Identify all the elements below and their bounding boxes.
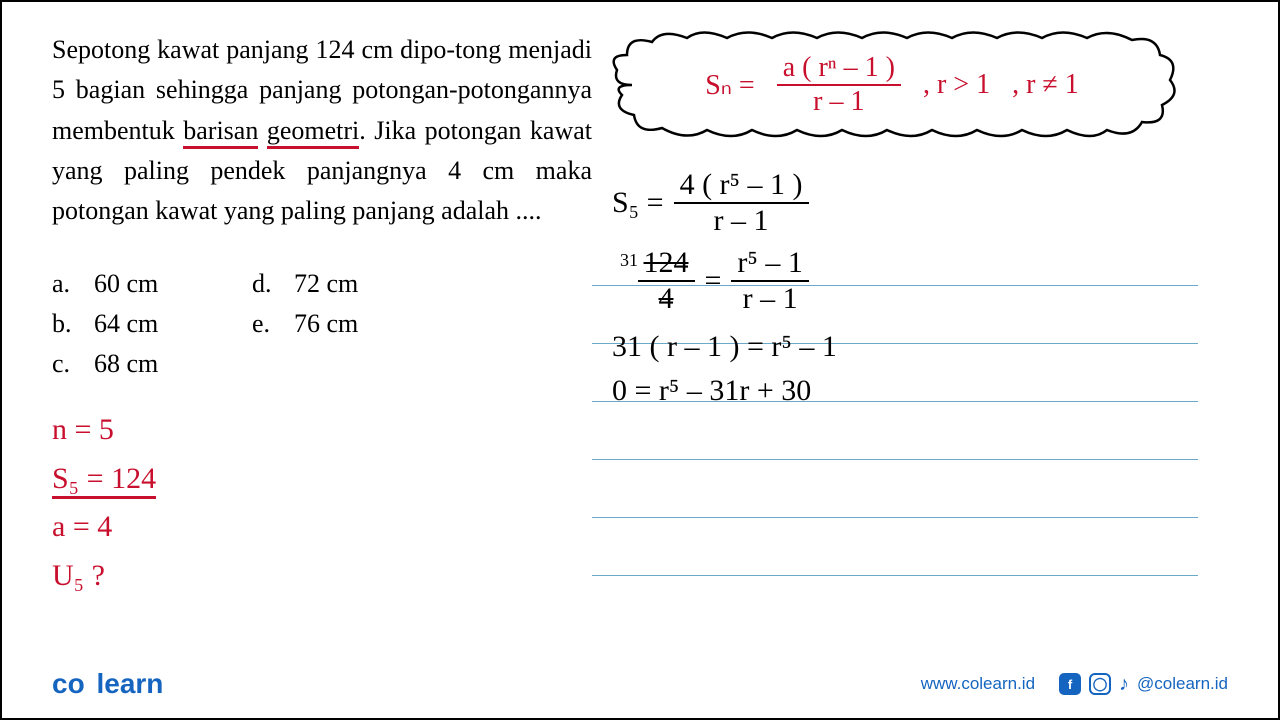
given-notes: n = 5 S₅ = 124 a = 4 U₅ ?	[52, 407, 592, 599]
note-s5: S₅ = 124	[52, 456, 592, 503]
work-line-2: 31 124 4 = r⁵ – 1 r – 1	[612, 248, 1198, 314]
work-steps: S₅ = 4 ( r⁵ – 1 ) r – 1 31 124 4 = r⁵ – …	[612, 170, 1198, 418]
work-line-4: 0 = r⁵ – 31r + 30	[612, 374, 1198, 408]
facebook-icon: f	[1059, 673, 1081, 695]
sn-fraction: a ( rⁿ – 1 ) r – 1	[777, 54, 901, 116]
problem-underline-geometri: geometri	[267, 116, 359, 149]
cond-2: , r ≠ 1	[1012, 69, 1079, 101]
tiktok-icon: ♪	[1119, 673, 1129, 696]
brand-logo: co learn	[52, 668, 163, 700]
footer-handle: @colearn.id	[1137, 674, 1228, 694]
work-line-1: S₅ = 4 ( r⁵ – 1 ) r – 1	[612, 170, 1198, 236]
social-icons: f ◯ ♪ @colearn.id	[1059, 673, 1228, 696]
work-line-3: 31 ( r – 1 ) = r⁵ – 1	[612, 330, 1198, 364]
problem-part-2	[258, 116, 267, 145]
formula-content: Sₙ = a ( rⁿ – 1 ) r – 1 , r > 1 , r ≠ 1	[602, 30, 1182, 140]
formula-cloud: Sₙ = a ( rⁿ – 1 ) r – 1 , r > 1 , r ≠ 1	[602, 30, 1182, 140]
option-b: b.64 cm	[52, 309, 252, 339]
option-a: a.60 cm	[52, 269, 252, 299]
footer-right: www.colearn.id f ◯ ♪ @colearn.id	[921, 673, 1228, 696]
option-c: c.68 cm	[52, 349, 252, 379]
logo-separator	[87, 668, 95, 699]
problem-text: Sepotong kawat panjang 124 cm dipo-tong …	[52, 30, 592, 231]
note-u5: U₅ ?	[52, 553, 592, 600]
option-e: e.76 cm	[252, 309, 452, 339]
instagram-icon: ◯	[1089, 673, 1111, 695]
footer: co learn www.colearn.id f ◯ ♪ @colearn.i…	[52, 668, 1228, 700]
cond-1: , r > 1	[923, 69, 990, 101]
option-d: d.72 cm	[252, 269, 452, 299]
note-a: a = 4	[52, 504, 592, 551]
reduced-31: 31	[620, 250, 638, 270]
footer-url: www.colearn.id	[921, 674, 1035, 694]
problem-underline-barisan: barisan	[183, 116, 258, 149]
left-column: Sepotong kawat panjang 124 cm dipo-tong …	[52, 30, 592, 648]
options-grid: a.60 cm d.72 cm b.64 cm e.76 cm c.68 cm	[52, 269, 592, 379]
sn-label: Sₙ =	[705, 68, 755, 102]
right-column: Sₙ = a ( rⁿ – 1 ) r – 1 , r > 1 , r ≠ 1 …	[592, 30, 1228, 648]
note-n: n = 5	[52, 407, 592, 454]
